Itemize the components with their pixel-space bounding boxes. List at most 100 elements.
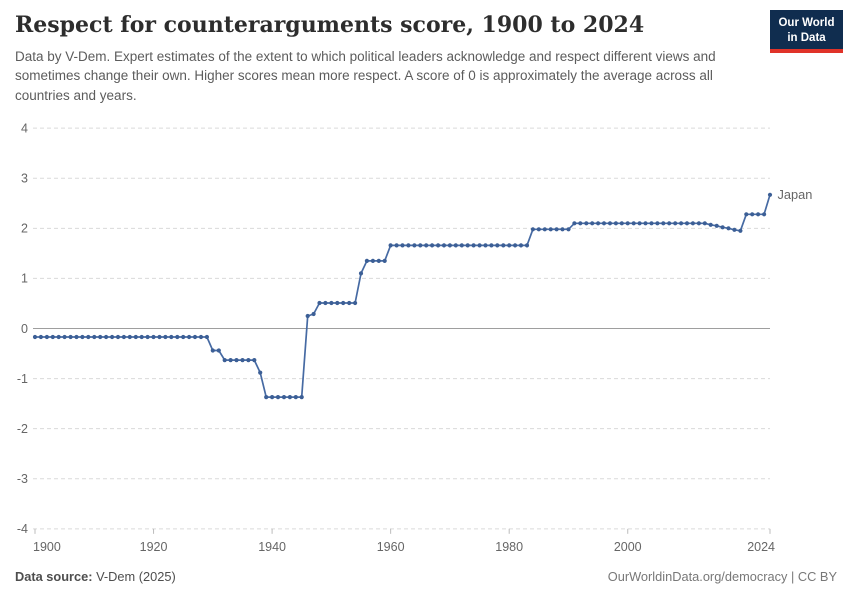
data-point[interactable]	[684, 221, 690, 226]
data-point[interactable]	[358, 271, 364, 276]
data-point[interactable]	[601, 221, 607, 226]
data-point[interactable]	[246, 358, 251, 363]
data-point[interactable]	[98, 334, 103, 340]
data-point[interactable]	[418, 243, 423, 248]
data-point[interactable]	[353, 300, 358, 306]
data-point[interactable]	[453, 243, 458, 248]
data-point[interactable]	[86, 334, 91, 340]
data-point[interactable]	[750, 212, 755, 217]
data-point[interactable]	[406, 243, 411, 248]
data-point[interactable]	[234, 358, 239, 363]
data-point[interactable]	[412, 243, 417, 248]
data-point[interactable]	[204, 334, 209, 340]
data-point[interactable]	[127, 334, 132, 340]
data-point[interactable]	[524, 243, 530, 248]
data-point[interactable]	[44, 334, 50, 340]
data-point[interactable]	[305, 313, 310, 319]
data-point[interactable]	[299, 395, 304, 400]
data-point[interactable]	[690, 221, 696, 226]
data-point[interactable]	[501, 243, 506, 248]
data-point[interactable]	[578, 221, 583, 226]
data-point[interactable]	[287, 395, 292, 400]
data-point[interactable]	[714, 223, 719, 228]
data-point[interactable]	[767, 192, 773, 197]
data-point[interactable]	[210, 348, 215, 353]
data-point[interactable]	[673, 221, 678, 226]
data-point[interactable]	[311, 311, 316, 317]
data-point[interactable]	[169, 334, 174, 340]
data-point[interactable]	[252, 358, 257, 363]
data-point[interactable]	[151, 334, 156, 340]
data-point[interactable]	[50, 334, 55, 340]
data-point[interactable]	[643, 221, 648, 226]
data-point[interactable]	[744, 212, 749, 217]
data-point[interactable]	[590, 221, 595, 226]
data-point[interactable]	[732, 227, 737, 232]
data-point[interactable]	[80, 334, 85, 340]
data-point[interactable]	[607, 221, 613, 226]
owid-logo[interactable]: Our World in Data	[770, 10, 843, 54]
data-point[interactable]	[270, 395, 275, 400]
data-point[interactable]	[542, 227, 547, 232]
data-point[interactable]	[679, 221, 684, 226]
data-point[interactable]	[584, 221, 589, 226]
data-point[interactable]	[175, 334, 180, 340]
data-point[interactable]	[275, 395, 281, 400]
data-point[interactable]	[756, 212, 761, 217]
data-point[interactable]	[139, 334, 144, 340]
data-point[interactable]	[115, 334, 121, 340]
entity-label-japan[interactable]: Japan	[778, 187, 813, 202]
data-point[interactable]	[376, 258, 381, 263]
data-point[interactable]	[216, 348, 221, 353]
data-point[interactable]	[317, 300, 322, 306]
data-point[interactable]	[471, 243, 476, 248]
data-point[interactable]	[264, 395, 269, 400]
data-point[interactable]	[560, 227, 565, 232]
data-point[interactable]	[483, 243, 488, 248]
data-point[interactable]	[68, 334, 73, 340]
data-point[interactable]	[637, 221, 642, 226]
data-point[interactable]	[459, 243, 464, 248]
data-point[interactable]	[293, 395, 298, 400]
data-point[interactable]	[572, 221, 577, 226]
data-point[interactable]	[566, 227, 571, 232]
data-point[interactable]	[145, 334, 150, 340]
data-points[interactable]	[32, 192, 773, 400]
data-point[interactable]	[738, 228, 743, 233]
data-point[interactable]	[465, 243, 470, 248]
data-point[interactable]	[625, 221, 630, 226]
data-point[interactable]	[530, 227, 536, 232]
data-point[interactable]	[596, 221, 601, 226]
data-point[interactable]	[708, 222, 713, 227]
data-point[interactable]	[382, 258, 387, 263]
data-point[interactable]	[613, 221, 619, 226]
data-point[interactable]	[655, 221, 660, 226]
data-point[interactable]	[548, 227, 553, 232]
data-point[interactable]	[329, 300, 334, 306]
data-point[interactable]	[436, 243, 441, 248]
data-point[interactable]	[661, 221, 666, 226]
data-point[interactable]	[554, 227, 559, 232]
data-point[interactable]	[341, 300, 346, 306]
data-point[interactable]	[187, 334, 192, 340]
data-point[interactable]	[441, 243, 447, 248]
data-point[interactable]	[281, 395, 287, 400]
data-point[interactable]	[424, 243, 429, 248]
data-point[interactable]	[619, 221, 624, 226]
data-point[interactable]	[667, 221, 672, 226]
credit-link[interactable]: OurWorldinData.org/democracy | CC BY	[607, 569, 837, 584]
data-point[interactable]	[157, 334, 162, 340]
data-point[interactable]	[32, 334, 38, 340]
data-point[interactable]	[121, 334, 126, 340]
data-point[interactable]	[720, 225, 725, 230]
data-point[interactable]	[447, 243, 452, 248]
data-point[interactable]	[430, 243, 435, 248]
data-point[interactable]	[702, 221, 707, 226]
data-point[interactable]	[388, 243, 393, 248]
data-point[interactable]	[762, 212, 767, 217]
data-point[interactable]	[62, 334, 67, 340]
data-point[interactable]	[110, 334, 115, 340]
data-point[interactable]	[394, 243, 399, 248]
data-point[interactable]	[631, 221, 636, 226]
data-point[interactable]	[518, 243, 524, 248]
